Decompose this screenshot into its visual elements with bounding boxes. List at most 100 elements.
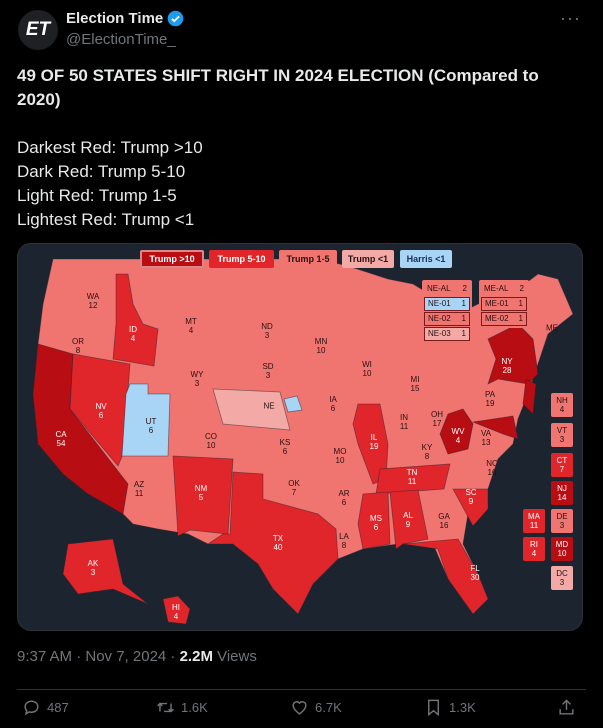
views-label: Views: [212, 648, 257, 665]
electoral-votes: 13: [481, 438, 491, 447]
ne-districts-box: NE-AL 2 NE-01 1 NE-02 1 NE-03 1: [422, 280, 472, 343]
reply-button[interactable]: 487: [22, 698, 69, 717]
state-label-ia: IA 6: [329, 395, 337, 413]
state-label-ut: UT 6: [146, 417, 157, 435]
electoral-votes: 9: [468, 497, 474, 506]
state-abbr: NC: [486, 459, 498, 468]
state-label-la: LA 8: [339, 532, 349, 550]
avatar[interactable]: ET: [18, 10, 58, 50]
electoral-votes: 6: [98, 411, 104, 420]
state-abbr: MD: [555, 540, 569, 549]
state-ne: [212, 388, 291, 431]
state-abbr: IN: [400, 413, 408, 422]
legend-harris-lt1: Harris <1: [400, 250, 452, 268]
electoral-votes: 19: [369, 442, 379, 451]
state-abbr: LA: [339, 532, 349, 541]
state-label-mo: MO 10: [334, 447, 347, 465]
electoral-votes: 30: [470, 573, 480, 582]
repost-button[interactable]: 1.6K: [156, 698, 208, 717]
district-label: ME-01: [485, 299, 509, 308]
timestamp[interactable]: 9:37 AM · Nov 7, 2024 ·: [17, 648, 180, 665]
state-abbr: MS: [370, 514, 382, 523]
state-abbr: TX: [272, 534, 284, 543]
state-abbr: NJ: [557, 484, 567, 493]
district-label: NE-AL: [427, 284, 451, 293]
us-map: [32, 258, 574, 625]
state-abbr: GA: [438, 512, 450, 521]
tweet-line: Lightest Red: Trump <1: [17, 210, 195, 229]
tweet-line: Light Red: Trump 1-5: [17, 186, 177, 205]
author-name-text[interactable]: Election Time: [66, 10, 164, 27]
state-abbr: MI: [410, 375, 420, 384]
small-state-box-ma: MA 11: [523, 509, 545, 533]
bookmark-icon: [428, 699, 439, 717]
electoral-votes: 10: [335, 456, 345, 465]
state-hi: [162, 595, 191, 625]
like-count: 6.7K: [315, 700, 342, 715]
verified-badge-icon: [167, 10, 184, 27]
more-options-icon[interactable]: ···: [560, 8, 581, 28]
tweet-text: 49 OF 50 STATES SHIFT RIGHT IN 2024 ELEC…: [17, 64, 577, 232]
share-button[interactable]: [557, 698, 576, 717]
electoral-votes: 14: [557, 493, 567, 502]
state-label-tx: TX 40: [273, 534, 283, 552]
electoral-votes: 4: [531, 549, 537, 558]
state-abbr: IL: [370, 433, 378, 442]
electoral-votes: 4: [559, 405, 565, 414]
state-abbr: MA: [528, 512, 540, 521]
state-label-pa: PA 19: [485, 390, 495, 408]
small-state-box-de: DE 3: [551, 509, 573, 533]
state-id: [112, 273, 159, 367]
state-label-id: ID 4: [129, 325, 137, 343]
state-label-sc: SC 9: [465, 488, 476, 506]
electoral-votes: 15: [410, 384, 420, 393]
district-votes: 1: [518, 299, 523, 308]
election-map-image[interactable]: Trump >10 Trump 5-10 Trump 1-5 Trump <1 …: [17, 243, 583, 631]
state-abbr: NY: [501, 357, 513, 366]
state-abbr: MN: [314, 337, 328, 346]
state-abbr: FL: [470, 564, 480, 573]
electoral-votes: 3: [264, 331, 270, 340]
state-nm: [172, 455, 234, 537]
electoral-votes: 11: [134, 489, 144, 498]
electoral-votes: 3: [559, 435, 565, 444]
electoral-votes: 7: [559, 465, 565, 474]
legend-trump-gt10: Trump >10: [140, 250, 204, 268]
state-label-ks: KS 6: [280, 438, 291, 456]
legend-trump-5-10: Trump 5-10: [209, 250, 274, 268]
district-votes: 1: [518, 314, 523, 323]
small-state-box-vt: VT 3: [551, 423, 573, 447]
state-abbr: ID: [129, 325, 137, 334]
state-label-il: IL 19: [370, 433, 379, 451]
electoral-votes: 4: [130, 334, 136, 343]
author-name[interactable]: Election Time: [66, 10, 184, 27]
like-button[interactable]: 6.7K: [290, 698, 342, 717]
state-ms: [357, 491, 391, 550]
electoral-votes: 6: [330, 404, 336, 413]
state-abbr: AR: [338, 489, 350, 498]
electoral-votes: 17: [432, 419, 442, 428]
state-label-mt: MT 4: [185, 317, 197, 335]
state-label-oh: OH 17: [431, 410, 443, 428]
state-fl: [402, 538, 489, 615]
state-label-mn: MN 10: [315, 337, 327, 355]
state-label-ok: OK 7: [288, 479, 300, 497]
tweet-meta: 9:37 AM · Nov 7, 2024 · 2.2M Views: [17, 648, 257, 665]
author-handle[interactable]: @ElectionTime_: [66, 31, 176, 48]
small-state-box-nh: NH 4: [551, 393, 573, 417]
small-state-box-nj: NJ 14: [551, 481, 573, 505]
district-label: ME-02: [485, 314, 509, 323]
bookmark-button[interactable]: 1.3K: [424, 698, 476, 717]
small-state-box-md: MD 10: [551, 537, 573, 561]
electoral-votes: 11: [407, 477, 417, 486]
state-abbr: MT: [185, 317, 197, 326]
state-ak: [62, 538, 149, 605]
electoral-votes: 8: [424, 452, 430, 461]
state-abbr: AL: [403, 511, 413, 520]
district-votes: 1: [461, 299, 466, 308]
state-label-fl: FL 30: [470, 564, 479, 582]
state-abbr: NH: [556, 396, 568, 405]
state-label-az: AZ 11: [134, 480, 144, 498]
state-abbr: OR: [72, 337, 84, 346]
state-abbr: UT: [145, 417, 157, 426]
